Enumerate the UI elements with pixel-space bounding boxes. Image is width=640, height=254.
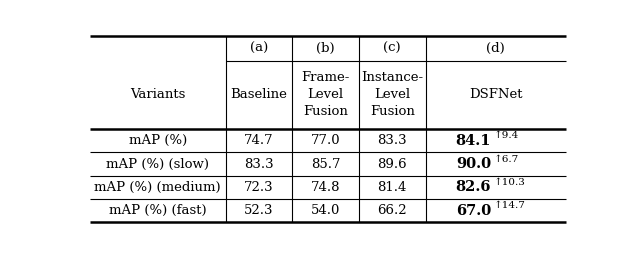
Text: 85.7: 85.7 bbox=[311, 157, 340, 171]
Text: DSFNet: DSFNet bbox=[469, 88, 523, 101]
Text: (b): (b) bbox=[316, 42, 335, 55]
Text: 83.3: 83.3 bbox=[244, 157, 274, 171]
Text: 66.2: 66.2 bbox=[378, 204, 407, 217]
Text: 82.6: 82.6 bbox=[456, 180, 491, 194]
Text: 77.0: 77.0 bbox=[311, 134, 340, 147]
Text: mAP (%) (slow): mAP (%) (slow) bbox=[106, 157, 209, 171]
Text: mAP (%): mAP (%) bbox=[129, 134, 187, 147]
Text: Variants: Variants bbox=[130, 88, 186, 101]
Text: 84.1: 84.1 bbox=[456, 134, 491, 148]
Text: 89.6: 89.6 bbox=[378, 157, 407, 171]
Text: 72.3: 72.3 bbox=[244, 181, 274, 194]
Text: 67.0: 67.0 bbox=[456, 203, 491, 217]
Text: ↑10.3: ↑10.3 bbox=[493, 178, 525, 187]
Text: 83.3: 83.3 bbox=[378, 134, 407, 147]
Text: 90.0: 90.0 bbox=[456, 157, 491, 171]
Text: ↑9.4: ↑9.4 bbox=[493, 132, 518, 140]
Text: 74.7: 74.7 bbox=[244, 134, 274, 147]
Text: ↑14.7: ↑14.7 bbox=[493, 201, 525, 210]
Text: (c): (c) bbox=[383, 42, 401, 55]
Text: mAP (%) (fast): mAP (%) (fast) bbox=[109, 204, 207, 217]
Text: 54.0: 54.0 bbox=[311, 204, 340, 217]
Text: (a): (a) bbox=[250, 42, 268, 55]
Text: Frame-
Level
Fusion: Frame- Level Fusion bbox=[301, 71, 350, 118]
Text: 81.4: 81.4 bbox=[378, 181, 407, 194]
Text: mAP (%) (medium): mAP (%) (medium) bbox=[95, 181, 221, 194]
Text: (d): (d) bbox=[486, 42, 505, 55]
Text: Instance-
Level
Fusion: Instance- Level Fusion bbox=[361, 71, 423, 118]
Text: ↑6.7: ↑6.7 bbox=[493, 155, 518, 164]
Text: 52.3: 52.3 bbox=[244, 204, 274, 217]
Text: 74.8: 74.8 bbox=[311, 181, 340, 194]
Text: Baseline: Baseline bbox=[230, 88, 287, 101]
